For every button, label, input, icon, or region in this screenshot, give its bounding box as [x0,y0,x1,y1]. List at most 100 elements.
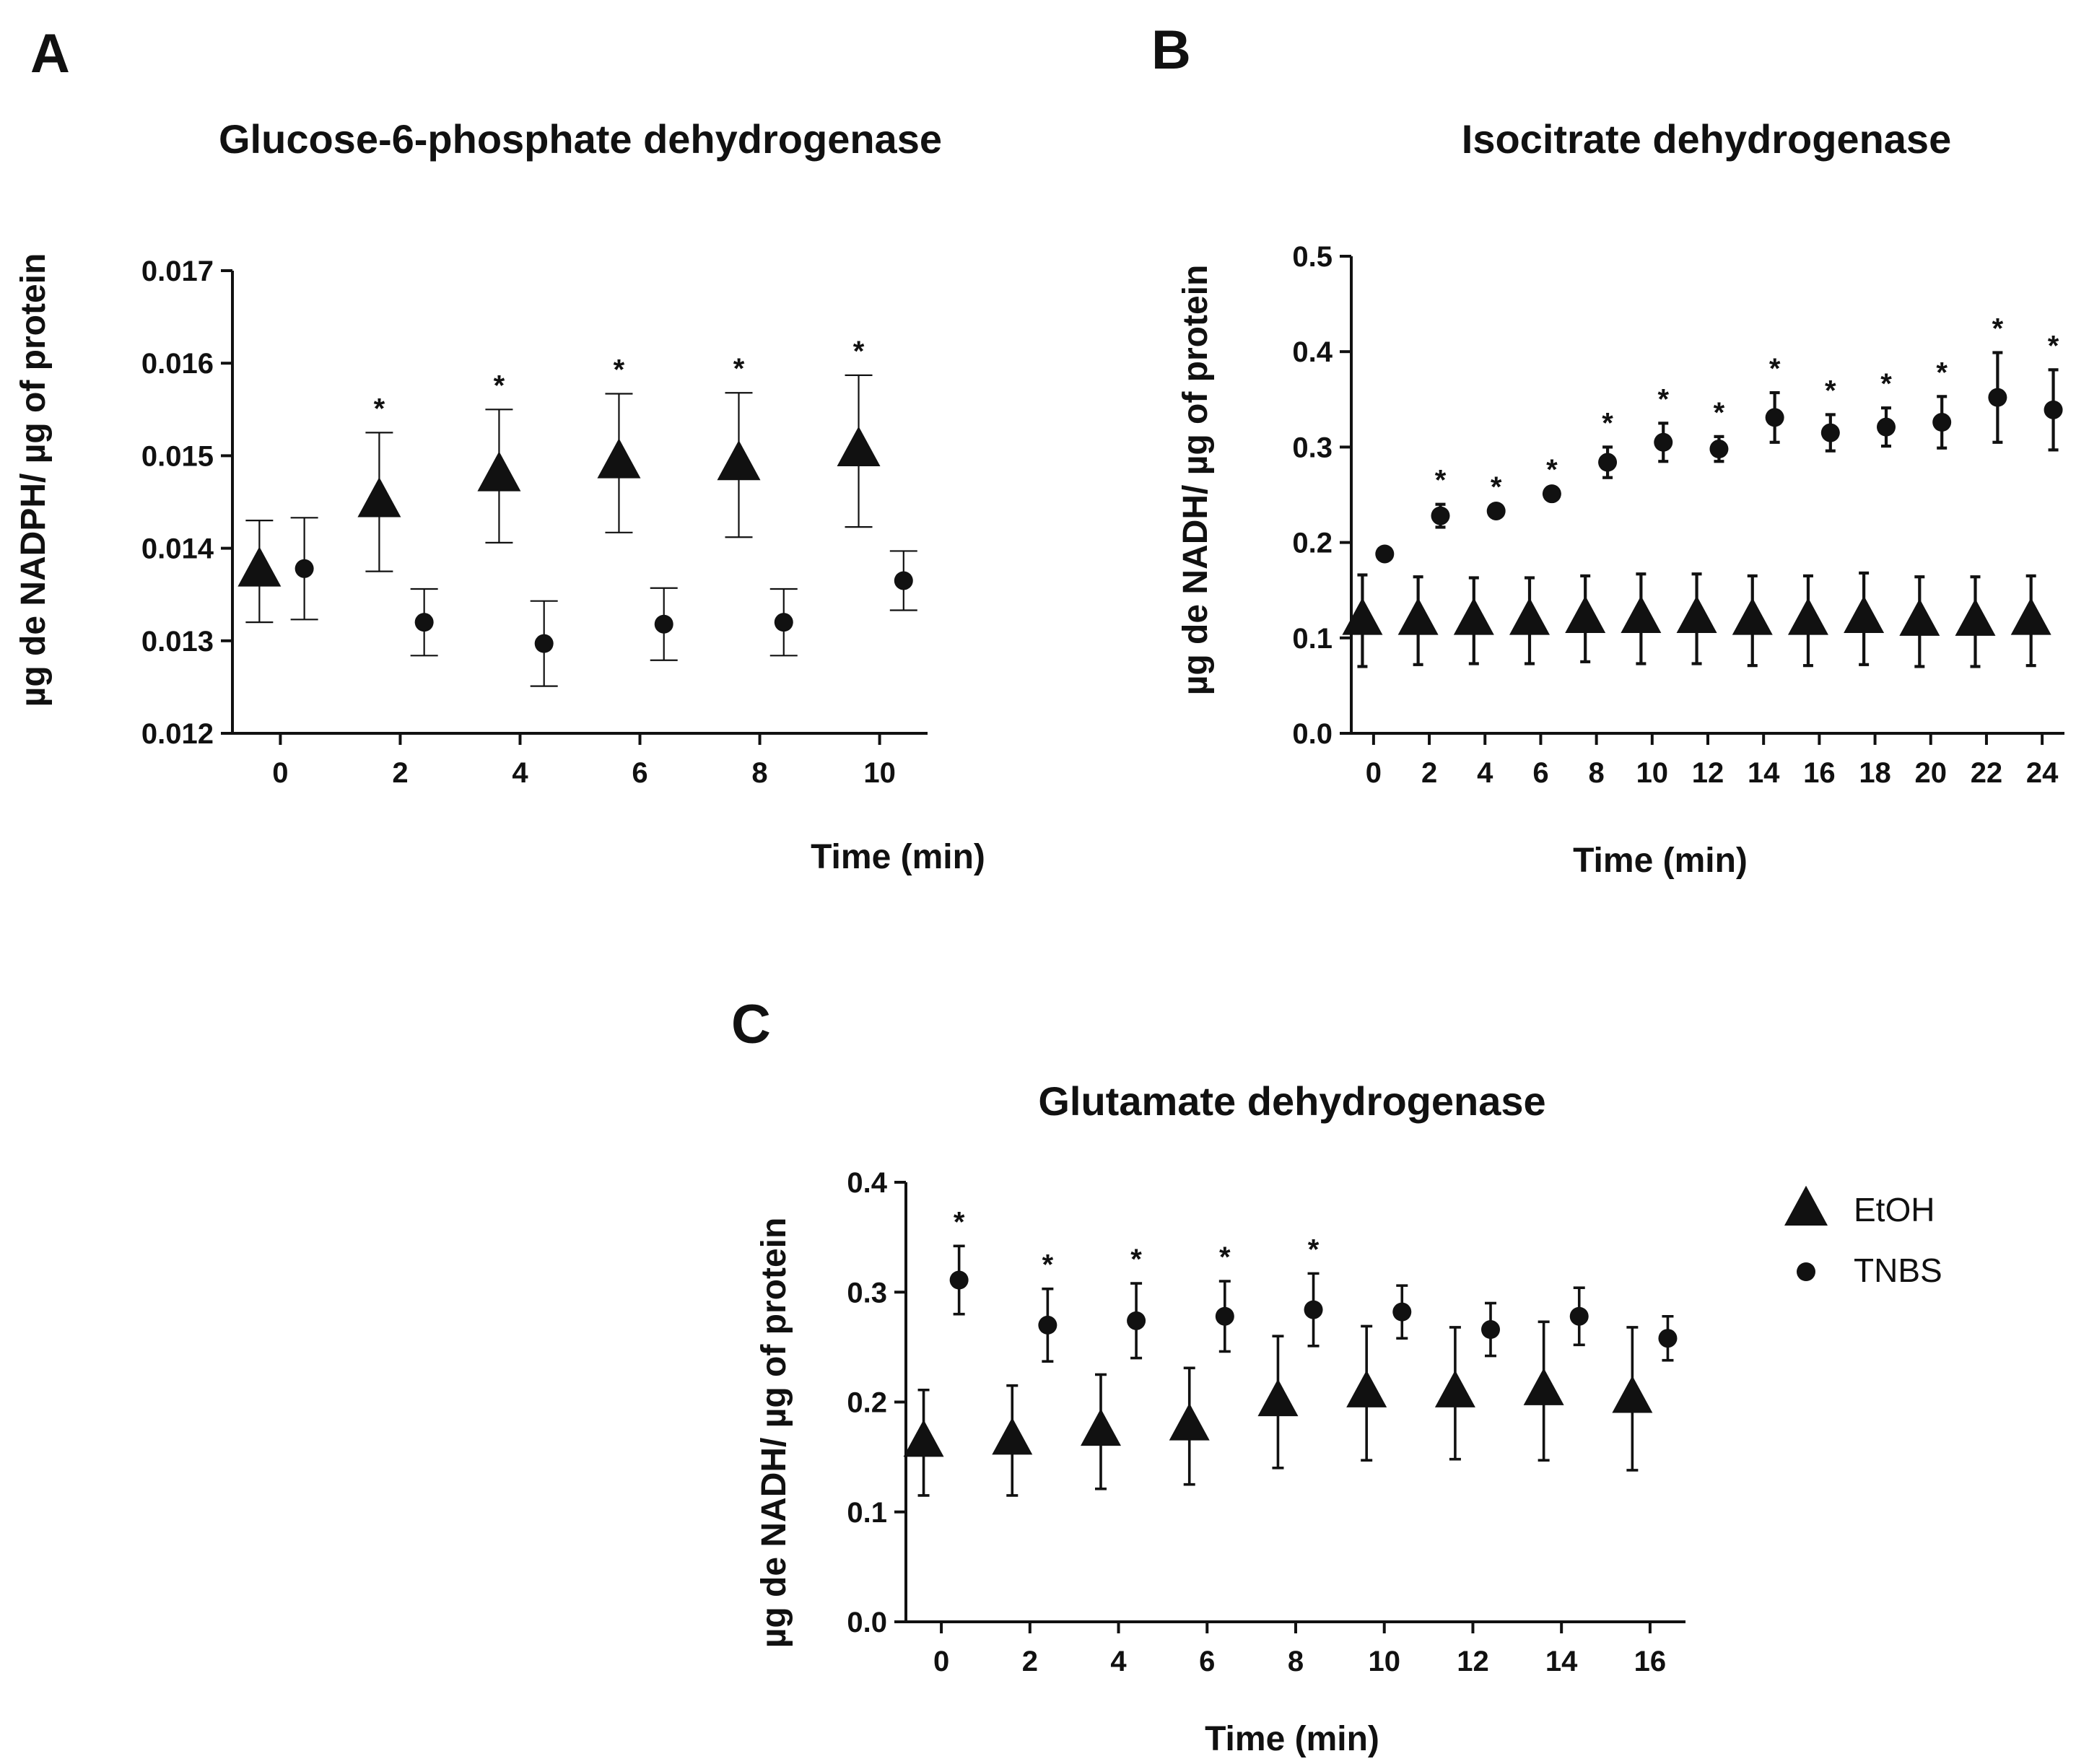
data-point-etoh [1621,595,1662,633]
data-point-etoh [1899,598,1940,636]
y-tick-label: 0.0 [1292,718,1333,750]
y-axis-label: µg de NADH/ µg of protein [1177,265,1215,696]
data-point-etoh [1509,598,1550,635]
significance-star: * [614,354,625,386]
y-tick-label: 0.1 [1292,623,1333,655]
data-point-tnbs [1658,1329,1678,1348]
chart-title: Glutamate dehydrogenase [1038,1078,1545,1124]
y-tick-label: 0.014 [141,533,214,565]
y-tick-label: 0.2 [1292,528,1333,559]
chart-title: Isocitrate dehydrogenase [1462,116,1951,162]
y-tick-label: 0.015 [141,440,214,472]
data-point-etoh [1565,595,1606,633]
x-tick-label: 8 [751,757,767,789]
y-tick-label: 0.013 [141,626,214,658]
data-point-tnbs [1038,1315,1057,1335]
data-point-tnbs [1392,1302,1412,1322]
significance-star: * [1219,1241,1231,1273]
panel-a: A Glucose-6-phosphate dehydrogenase Time… [14,23,985,876]
x-tick-label: 10 [863,757,896,789]
significance-star: * [1714,397,1725,429]
significance-star: * [2048,330,2059,362]
panel-letter: C [731,994,771,1055]
plot-area: 0.00.10.20.30.40.50 2 4 6 8 10 12 14 16 18 20 22 24*… [1292,241,2064,789]
x-tick-label: 14 [1748,757,1780,789]
x-tick-label: 4 [1110,1646,1127,1677]
x-tick-label: 2 [392,757,408,789]
data-point-tnbs [1877,417,1896,437]
x-tick-label: 0 [272,757,288,789]
data-point-tnbs [1304,1300,1323,1319]
legend-item-tnbs: TNBS [1797,1252,1942,1289]
data-point-etoh [1081,1408,1121,1446]
data-point-etoh [903,1419,944,1457]
significance-star: * [1130,1244,1142,1275]
x-tick-label: 6 [1199,1646,1215,1677]
data-point-etoh [1397,598,1439,635]
y-tick-label: 0.3 [847,1277,887,1309]
data-point-etoh [597,438,641,479]
significance-star: * [374,393,385,424]
data-point-tnbs [1709,440,1729,459]
data-point-tnbs [1215,1306,1234,1326]
data-point-tnbs [1932,413,1952,432]
x-tick-label: 18 [1859,757,1891,789]
triangle-marker-icon [1784,1185,1828,1226]
data-point-etoh [1612,1375,1653,1413]
data-point-etoh [1434,1370,1475,1407]
data-point-etoh [717,440,761,481]
panel-b: B Isocitrate dehydrogenase Time (min) µg… [1151,19,2064,880]
significance-star: * [1825,375,1836,406]
significance-star: * [1308,1234,1320,1265]
data-point-tnbs [534,634,554,653]
x-tick-label: 2 [1022,1646,1038,1677]
plot-area: 0.012 0.013 0.014 0.015 0.016 0.017 0 2 4 6 8 10 * * *… [141,256,928,789]
data-point-tnbs [894,571,913,590]
data-point-etoh [357,477,401,518]
data-point-tnbs [949,1270,969,1290]
x-axis-label: Time (min) [1573,842,1748,880]
x-tick-label: 16 [1634,1646,1667,1677]
data-point-etoh [1732,598,1773,635]
data-point-etoh [1844,595,1885,633]
x-tick-label: 0 [1366,757,1382,789]
significance-star: * [954,1206,965,1238]
data-point-etoh [837,426,881,466]
x-tick-label: 6 [632,757,647,789]
data-point-tnbs [1988,388,2007,407]
x-tick-label: 10 [1636,757,1669,789]
data-point-etoh [1257,1379,1299,1417]
data-point-etoh [1346,1370,1387,1407]
data-point-tnbs [2044,400,2063,419]
data-point-etoh [237,546,282,587]
data-point-tnbs [1486,501,1506,520]
significance-star: * [1435,465,1447,497]
data-point-tnbs [1598,453,1618,472]
data-point-tnbs [295,559,314,578]
panel-letter: B [1151,19,1191,81]
y-tick-label: 0.1 [847,1497,887,1529]
data-point-etoh [1453,598,1494,635]
x-axis-label: Time (min) [1205,1720,1379,1758]
panel-c: C Glutamate dehydrogenase Time (min) µg … [731,994,1685,1758]
y-tick-label: 0.3 [1292,432,1333,463]
significance-star: * [1042,1249,1054,1281]
x-tick-label: 4 [512,757,528,789]
legend-label: TNBS [1854,1252,1942,1289]
significance-star: * [1602,407,1613,439]
significance-star: * [1992,313,2004,345]
y-axis-label: µg de NADPH/ µg of protein [14,253,53,707]
significance-star: * [494,370,505,401]
significance-star: * [1657,383,1669,415]
y-tick-label: 0.5 [1292,241,1333,273]
data-point-etoh [1523,1368,1564,1405]
data-point-tnbs [654,614,673,634]
data-point-etoh [1955,598,1996,636]
y-tick-label: 0.4 [847,1167,887,1199]
x-axis-label: Time (min) [811,838,985,876]
y-tick-label: 0.017 [141,256,214,287]
x-tick-label: 4 [1477,757,1493,789]
significance-star: * [1769,353,1781,385]
x-tick-label: 8 [1288,1646,1304,1677]
